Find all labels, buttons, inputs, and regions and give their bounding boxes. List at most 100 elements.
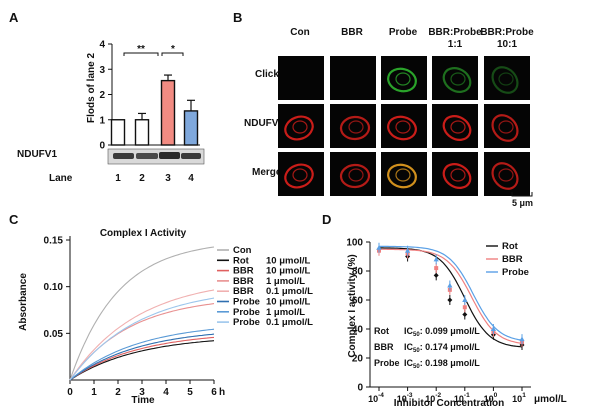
panel-a-bar-lane-2 <box>134 119 150 146</box>
panel-c-label: C <box>9 212 19 227</box>
panel-c-legend-name-4: BBR <box>233 286 254 297</box>
blot-band-1 <box>113 153 134 159</box>
micrograph-ndufv1-col-3-cell-outline <box>387 115 417 141</box>
micrograph-merge-col-5-cell-outline <box>491 162 519 190</box>
sig-marker-1: ** <box>137 44 145 55</box>
micrograph-ndufv1-col-5-nucleus-region <box>498 120 514 134</box>
panel-c-legend-unit-5: 10 μmol/L <box>266 297 311 308</box>
micrograph-merge-col-3-cell-outline <box>387 163 417 189</box>
ic50-rot-ic: IC <box>404 326 414 336</box>
panel-d-point-probe-6 <box>519 336 525 342</box>
panel-c-curve-probe-5 <box>69 333 215 381</box>
panel-a-bar-lane-1 <box>110 119 126 146</box>
panel-d-ytick-label-5: 100 <box>346 238 363 249</box>
micrograph-click-col-4-nucleus-region <box>450 72 466 86</box>
sig-marker-2: * <box>171 44 175 55</box>
svg-text:Rot IC50: 0.099 μmol/L: Rot IC50: 0.099 μmol/L <box>374 326 480 338</box>
lane-number-4: 4 <box>188 173 194 184</box>
panel-c-legend-name-1: Rot <box>233 255 250 266</box>
micrograph-click-col-3-cell-outline <box>387 67 417 93</box>
panel-d-point-rot-2 <box>433 272 439 278</box>
panel-c-legend-name-5: Probe <box>233 297 260 308</box>
scale-bar-label: 5 μm <box>512 198 533 208</box>
micrograph-click-col-4 <box>432 56 478 100</box>
panel-d-legend-name-rot: Rot <box>502 241 519 252</box>
panel-c-legend-name-3: BBR <box>233 276 254 287</box>
ic50-bbr: BBR IC50: 0.174 μmol/L <box>374 342 480 354</box>
ic50-probe-value: : 0.198 μmol/L <box>420 358 481 368</box>
ic50-annotations: Rot IC50: 0.099 μmol/L BBR IC50: 0.174 μ… <box>374 326 480 370</box>
panel-c-curve-con-0 <box>69 246 215 381</box>
micrograph-merge-col-1-nucleus-region <box>292 168 308 182</box>
panel-c-curve-bbr-2 <box>69 336 215 381</box>
micrograph-ndufv1-col-2-cell-outline <box>339 115 371 141</box>
panel-a-ytick-label-2: 2 <box>99 90 105 101</box>
panel-d-xtick-exponent-0: -4 <box>378 392 384 399</box>
panel-c-xtick-label-2: 2 <box>115 387 121 398</box>
micrograph-ndufv1-col-3-nucleus-region <box>395 120 411 134</box>
panel-c-ytick-label-1: 0.10 <box>44 282 64 293</box>
ic50-probe: Probe IC50: 0.198 μmol/L <box>374 358 480 370</box>
panel-d-fit-rot <box>379 247 523 348</box>
panel-b-column-headers: Con BBR Probe BBR:Probe 1:1 BBR:Probe 10… <box>290 27 534 50</box>
panel-c-legend-name-7: Probe <box>233 317 260 328</box>
micrograph-ndufv1-col-4-cell-outline <box>442 115 472 141</box>
panel-d-xtick-exponent-4: 0 <box>494 392 498 399</box>
panel-c-xtick-label-6: 6 <box>211 387 217 398</box>
ic50-bbr-value: : 0.174 μmol/L <box>420 342 481 352</box>
col-header-probe: Probe <box>389 27 418 38</box>
panel-d-xtick-label-5: 101 <box>512 392 526 404</box>
panel-a-ytick-label-3: 3 <box>99 65 105 76</box>
microscopy-grid <box>278 56 530 196</box>
panel-c-xtick-label-3: 3 <box>139 387 145 398</box>
micrograph-ndufv1-col-1-nucleus-region <box>292 120 308 134</box>
blot-band-3 <box>159 152 180 159</box>
lane-row-label: Lane <box>49 173 73 184</box>
micrograph-click-col-2 <box>330 56 376 100</box>
micrograph-ndufv1-col-2-nucleus-region <box>348 120 364 134</box>
row-label-merge: Merge <box>252 167 282 178</box>
svg-text:BBR IC50: 0.174 μmol/L: BBR IC50: 0.174 μmol/L <box>374 342 480 354</box>
panel-d-fit-bbr <box>379 248 523 344</box>
row-label-ndufv1: NDUFV1 <box>244 118 284 129</box>
micrograph-click-col-4-cell-outline <box>442 67 472 93</box>
panel-d-point-probe-1 <box>405 247 411 253</box>
panel-c-xtick-label-0: 0 <box>67 387 73 398</box>
panel-c-legend-unit-6: 1 μmol/L <box>266 307 305 318</box>
panel-d-xlabel: Inhibitor Concentration <box>394 398 505 409</box>
panel-d-xtick-exponent-1: -3 <box>407 392 413 399</box>
panel-d-xtick-label-0: 10-4 <box>368 392 384 404</box>
micrograph-ndufv1-col-4 <box>432 104 478 148</box>
panel-d-point-probe-2 <box>433 256 439 262</box>
ic50-rot-value: : 0.099 μmol/L <box>420 326 481 336</box>
panel-a-ytick-label-1: 1 <box>99 115 105 126</box>
panel-c-ylabel: Absorbance <box>18 273 29 331</box>
panel-a-label: A <box>9 10 19 25</box>
panel-d-point-bbr-4 <box>462 305 467 310</box>
panel-d-label: D <box>322 212 331 227</box>
panel-d-ytick-label-4: 80 <box>352 267 364 278</box>
panel-d-ytick-label-0: 0 <box>357 383 363 394</box>
panel-c-legend-unit-2: 10 μmol/L <box>266 266 311 277</box>
panel-c-legend-unit-7: 0.1 μmol/L <box>266 317 313 328</box>
panel-c-curve-bbr-4 <box>69 289 215 381</box>
panel-b-row-labels: Click NDUFV1 Merge <box>244 69 284 178</box>
micrograph-merge-col-3-nucleus-region <box>395 168 411 182</box>
micrograph-click-col-1 <box>278 56 324 100</box>
panel-c-ytick-label-0: 0.05 <box>44 329 64 340</box>
panel-a-bar-lane-4 <box>183 110 199 146</box>
panel-d-ytick-label-3: 60 <box>352 296 364 307</box>
panel-c-x-unit: h <box>219 387 225 398</box>
panel-a-bar-lane-3 <box>160 79 176 146</box>
panel-c-legend-name-6: Probe <box>233 307 260 318</box>
panel-d-point-probe-0 <box>376 245 382 250</box>
col-header-con: Con <box>290 27 309 38</box>
ic50-rot: Rot IC50: 0.099 μmol/L <box>374 326 480 338</box>
ic50-rot-sub: 50 <box>413 332 420 338</box>
blot-band-2 <box>136 153 158 159</box>
panel-a-bar-chart: Flods of lane 2 ** * 0 1 2 3 4 <box>86 40 200 152</box>
panel-c-curve-probe-7 <box>69 297 215 381</box>
micrograph-ndufv1-col-1-cell-outline <box>284 115 314 141</box>
